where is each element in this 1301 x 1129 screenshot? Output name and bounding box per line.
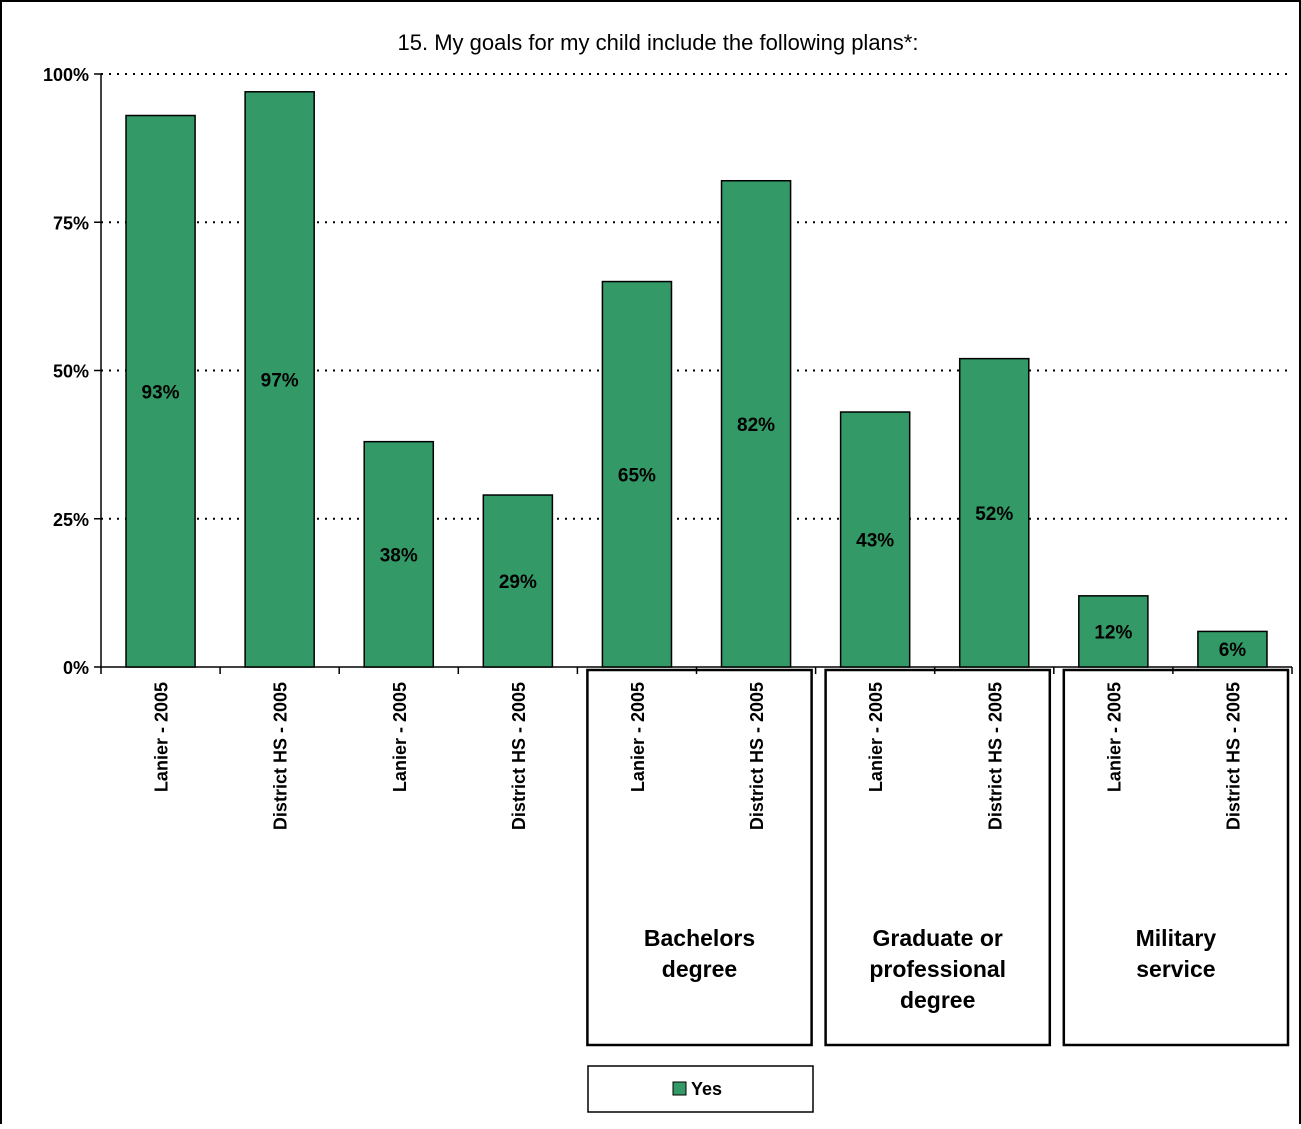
x-tick-label: District HS - 2005 [509, 682, 529, 830]
legend: Yes [587, 1065, 814, 1113]
group-box [586, 668, 813, 1047]
bar-value-label: 93% [142, 382, 180, 403]
x-tick-label: Lanier - 2005 [152, 682, 172, 792]
bar-value-label: 97% [261, 370, 299, 391]
bar [958, 357, 1030, 668]
bar [482, 494, 554, 668]
group-label: Military service [1136, 925, 1217, 982]
x-tick-label: Lanier - 2005 [866, 682, 886, 792]
bar-value-label: 6% [1219, 640, 1247, 661]
bar [1197, 630, 1268, 668]
y-tick-label: 75% [53, 213, 89, 233]
legend-swatch-yes [672, 1081, 687, 1096]
y-tick-label: 25% [53, 510, 89, 530]
y-tick-label: 0% [63, 658, 89, 678]
x-tick-labels: Lanier - 2005 District HS - 2005 Lanier - … [152, 682, 1244, 830]
legend-label-yes: Yes [691, 1079, 722, 1099]
category-groups: Bachelors degree Graduate or professional de… [586, 668, 1290, 1047]
bar [601, 280, 673, 668]
x-tick-label: District HS - 2005 [747, 682, 767, 830]
y-tick-label: 50% [53, 362, 89, 382]
x-tick-label: District HS - 2005 [271, 682, 291, 830]
x-tick-label: Lanier - 2005 [628, 682, 648, 792]
bar-value-label: 43% [856, 531, 894, 552]
gridlines [101, 73, 1292, 520]
x-tick-label: Lanier - 2005 [390, 682, 410, 792]
group-box [824, 668, 1052, 1047]
legend-box [587, 1065, 814, 1113]
bar [125, 114, 196, 668]
group-label: Bachelors degree [644, 925, 755, 982]
bar [1078, 595, 1149, 668]
bar [720, 179, 792, 668]
bars: 93% 97% 38% 29% 65% 82% 43% 52% 12% 6% [125, 91, 1268, 668]
x-tick-label: Lanier - 2005 [1104, 682, 1124, 792]
bar-value-label: 52% [975, 504, 1013, 525]
bar [839, 411, 911, 668]
x-tick-label: District HS - 2005 [985, 682, 1005, 830]
group-box [1062, 668, 1290, 1047]
bar [244, 91, 315, 668]
chart-title: 15. My goals for my child include the fo… [398, 30, 919, 55]
bar-value-label: 38% [380, 545, 418, 566]
bar-value-label: 65% [618, 465, 656, 486]
x-tick-label: District HS - 2005 [1223, 682, 1243, 830]
bar-value-label: 82% [737, 415, 775, 436]
bar-value-label: 12% [1094, 622, 1132, 643]
group-label: Graduate or professional degree [869, 925, 1006, 1013]
y-tick-label: 100% [43, 65, 89, 85]
bar [363, 440, 435, 668]
bar-value-label: 29% [499, 572, 537, 593]
